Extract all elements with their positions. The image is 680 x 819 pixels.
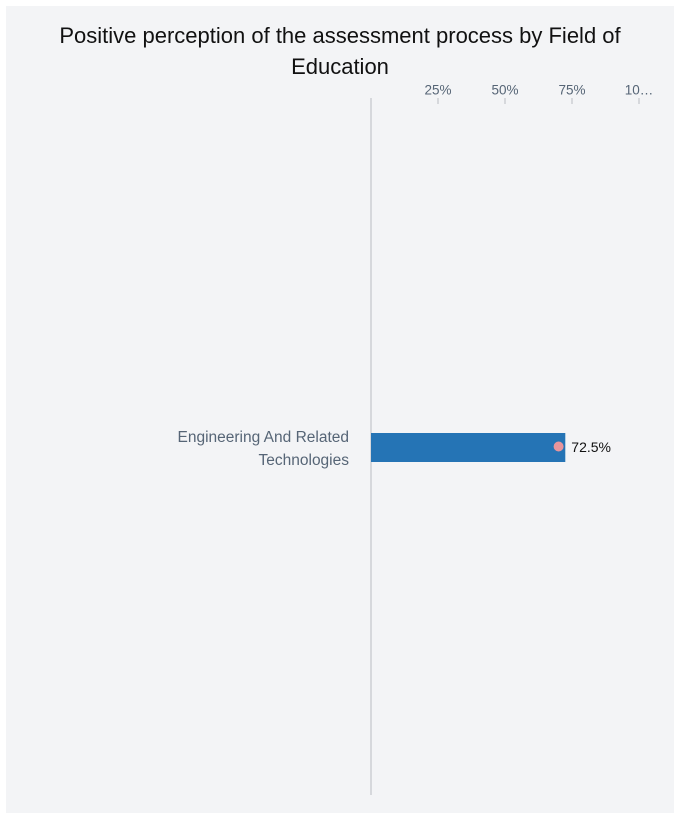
- chart-panel: [6, 6, 674, 813]
- x-tick-label: 10…: [625, 83, 654, 98]
- bar: [371, 433, 566, 462]
- x-tick-label: 50%: [491, 83, 518, 98]
- marker: [553, 441, 564, 452]
- category-label: Engineering And Related Technologies: [177, 429, 350, 469]
- x-tick-label: 25%: [424, 83, 451, 98]
- value-label: 72.5%: [571, 439, 611, 455]
- x-tick-label: 75%: [558, 83, 585, 98]
- chart-title: Positive perception of the assessment pr…: [59, 23, 621, 79]
